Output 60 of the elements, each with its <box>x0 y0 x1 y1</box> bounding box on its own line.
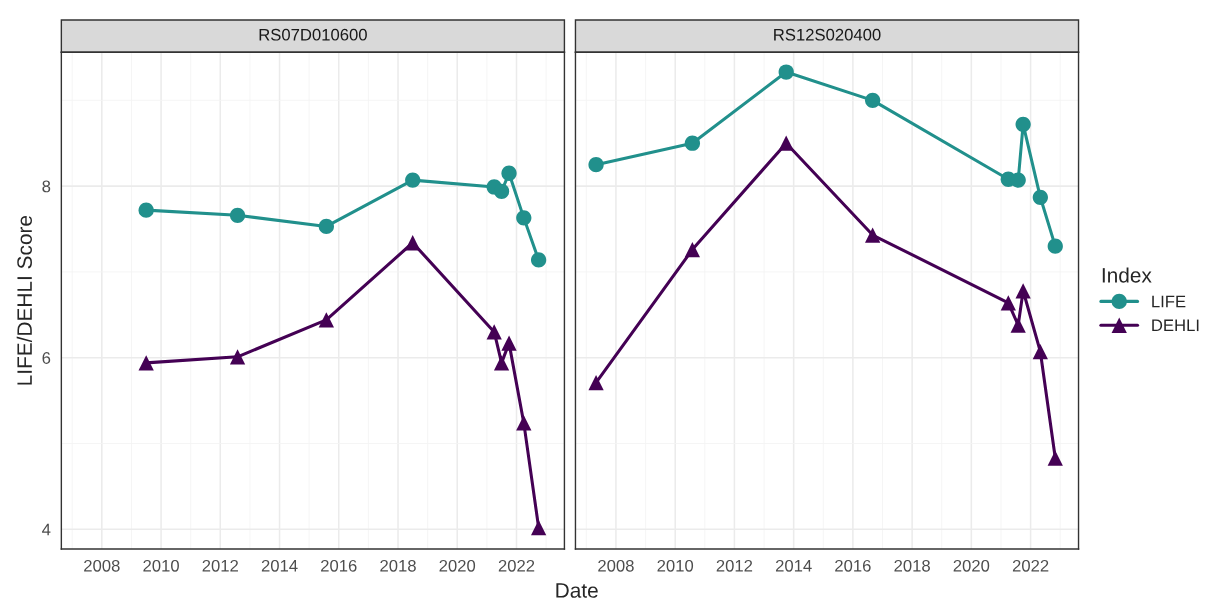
legend-title: Index <box>1102 267 1152 283</box>
y-tick-label: 4 <box>42 523 51 536</box>
point <box>588 374 604 391</box>
point <box>1032 344 1048 360</box>
point <box>229 207 246 223</box>
point <box>501 335 517 351</box>
point <box>501 165 517 181</box>
point <box>530 519 547 536</box>
x-tick-label: 2016 <box>321 559 357 572</box>
x-tick-label: 2010 <box>143 559 179 572</box>
point <box>865 227 881 243</box>
point <box>1010 172 1026 188</box>
x-tick-label: 2010 <box>657 559 694 572</box>
point <box>318 218 334 235</box>
point <box>1000 295 1016 311</box>
point <box>588 157 604 173</box>
point <box>1010 317 1026 333</box>
x-axis-title: Date <box>556 583 598 598</box>
x-tick-label: 2014 <box>775 559 812 572</box>
legend-label: LIFE <box>1152 295 1186 308</box>
point <box>865 92 881 108</box>
point <box>1015 116 1031 132</box>
x-tick-label: 2018 <box>894 559 930 572</box>
x-tick-label: 2020 <box>953 559 990 572</box>
x-tick-label: 2020 <box>439 559 476 572</box>
point <box>1015 283 1031 299</box>
y-tick-label: 6 <box>42 352 51 364</box>
point <box>229 349 246 365</box>
point <box>318 312 334 328</box>
y-tick-label: 8 <box>42 180 51 193</box>
chart-title: RS12S020400 <box>774 28 881 41</box>
point <box>516 415 532 431</box>
point <box>684 241 701 258</box>
x-tick-label: 2022 <box>498 559 535 572</box>
point <box>486 324 502 340</box>
point <box>684 135 701 151</box>
point <box>493 183 510 199</box>
point <box>1047 238 1063 254</box>
point <box>530 252 547 268</box>
x-tick-label: 2008 <box>598 559 634 572</box>
chart-title: RS07D010600 <box>259 28 367 41</box>
point <box>138 202 154 218</box>
point <box>1032 189 1048 205</box>
point <box>778 135 794 151</box>
y-axis-title: LIFE/DEHLI Score <box>16 215 32 385</box>
point <box>405 235 421 251</box>
point <box>778 64 794 80</box>
x-tick-label: 2012 <box>716 559 753 572</box>
point <box>1047 450 1063 466</box>
point <box>405 172 421 188</box>
point <box>138 355 154 371</box>
x-tick-label: 2014 <box>261 559 298 572</box>
x-tick-label: 2022 <box>1012 559 1049 572</box>
point <box>516 210 532 226</box>
x-tick-label: 2012 <box>202 559 238 572</box>
point <box>493 355 510 371</box>
x-tick-label: 2018 <box>380 559 416 572</box>
x-tick-label: 2016 <box>835 559 871 572</box>
legend-label: DEHLI <box>1152 319 1199 332</box>
x-tick-label: 2008 <box>84 559 120 572</box>
